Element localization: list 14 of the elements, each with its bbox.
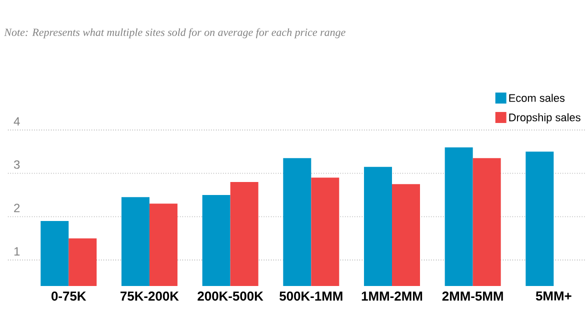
y-tick-label: 1 [14, 247, 20, 256]
x-tick-label: 75K-200K [120, 292, 179, 301]
x-tick-label: 5MM+ [536, 292, 572, 301]
text: Note: Represents what multiple sites sold for on average for each price range [4, 28, 346, 38]
y-tick-label: 3 [14, 160, 20, 169]
x-tick-label: 200K-500K [198, 292, 264, 301]
y-tick-label: 2 [14, 204, 20, 212]
legend-label: Dropship sales [509, 113, 580, 124]
x-tick-label: 0-75K [52, 292, 86, 301]
y-tick-label: 4 [14, 117, 20, 126]
legend-label: Ecom sales [509, 94, 565, 102]
x-tick-label: 1MM-2MM [362, 292, 422, 301]
x-tick-label: 2MM-5MM [442, 292, 503, 301]
x-tick-label: 500K-1MM [280, 292, 342, 301]
